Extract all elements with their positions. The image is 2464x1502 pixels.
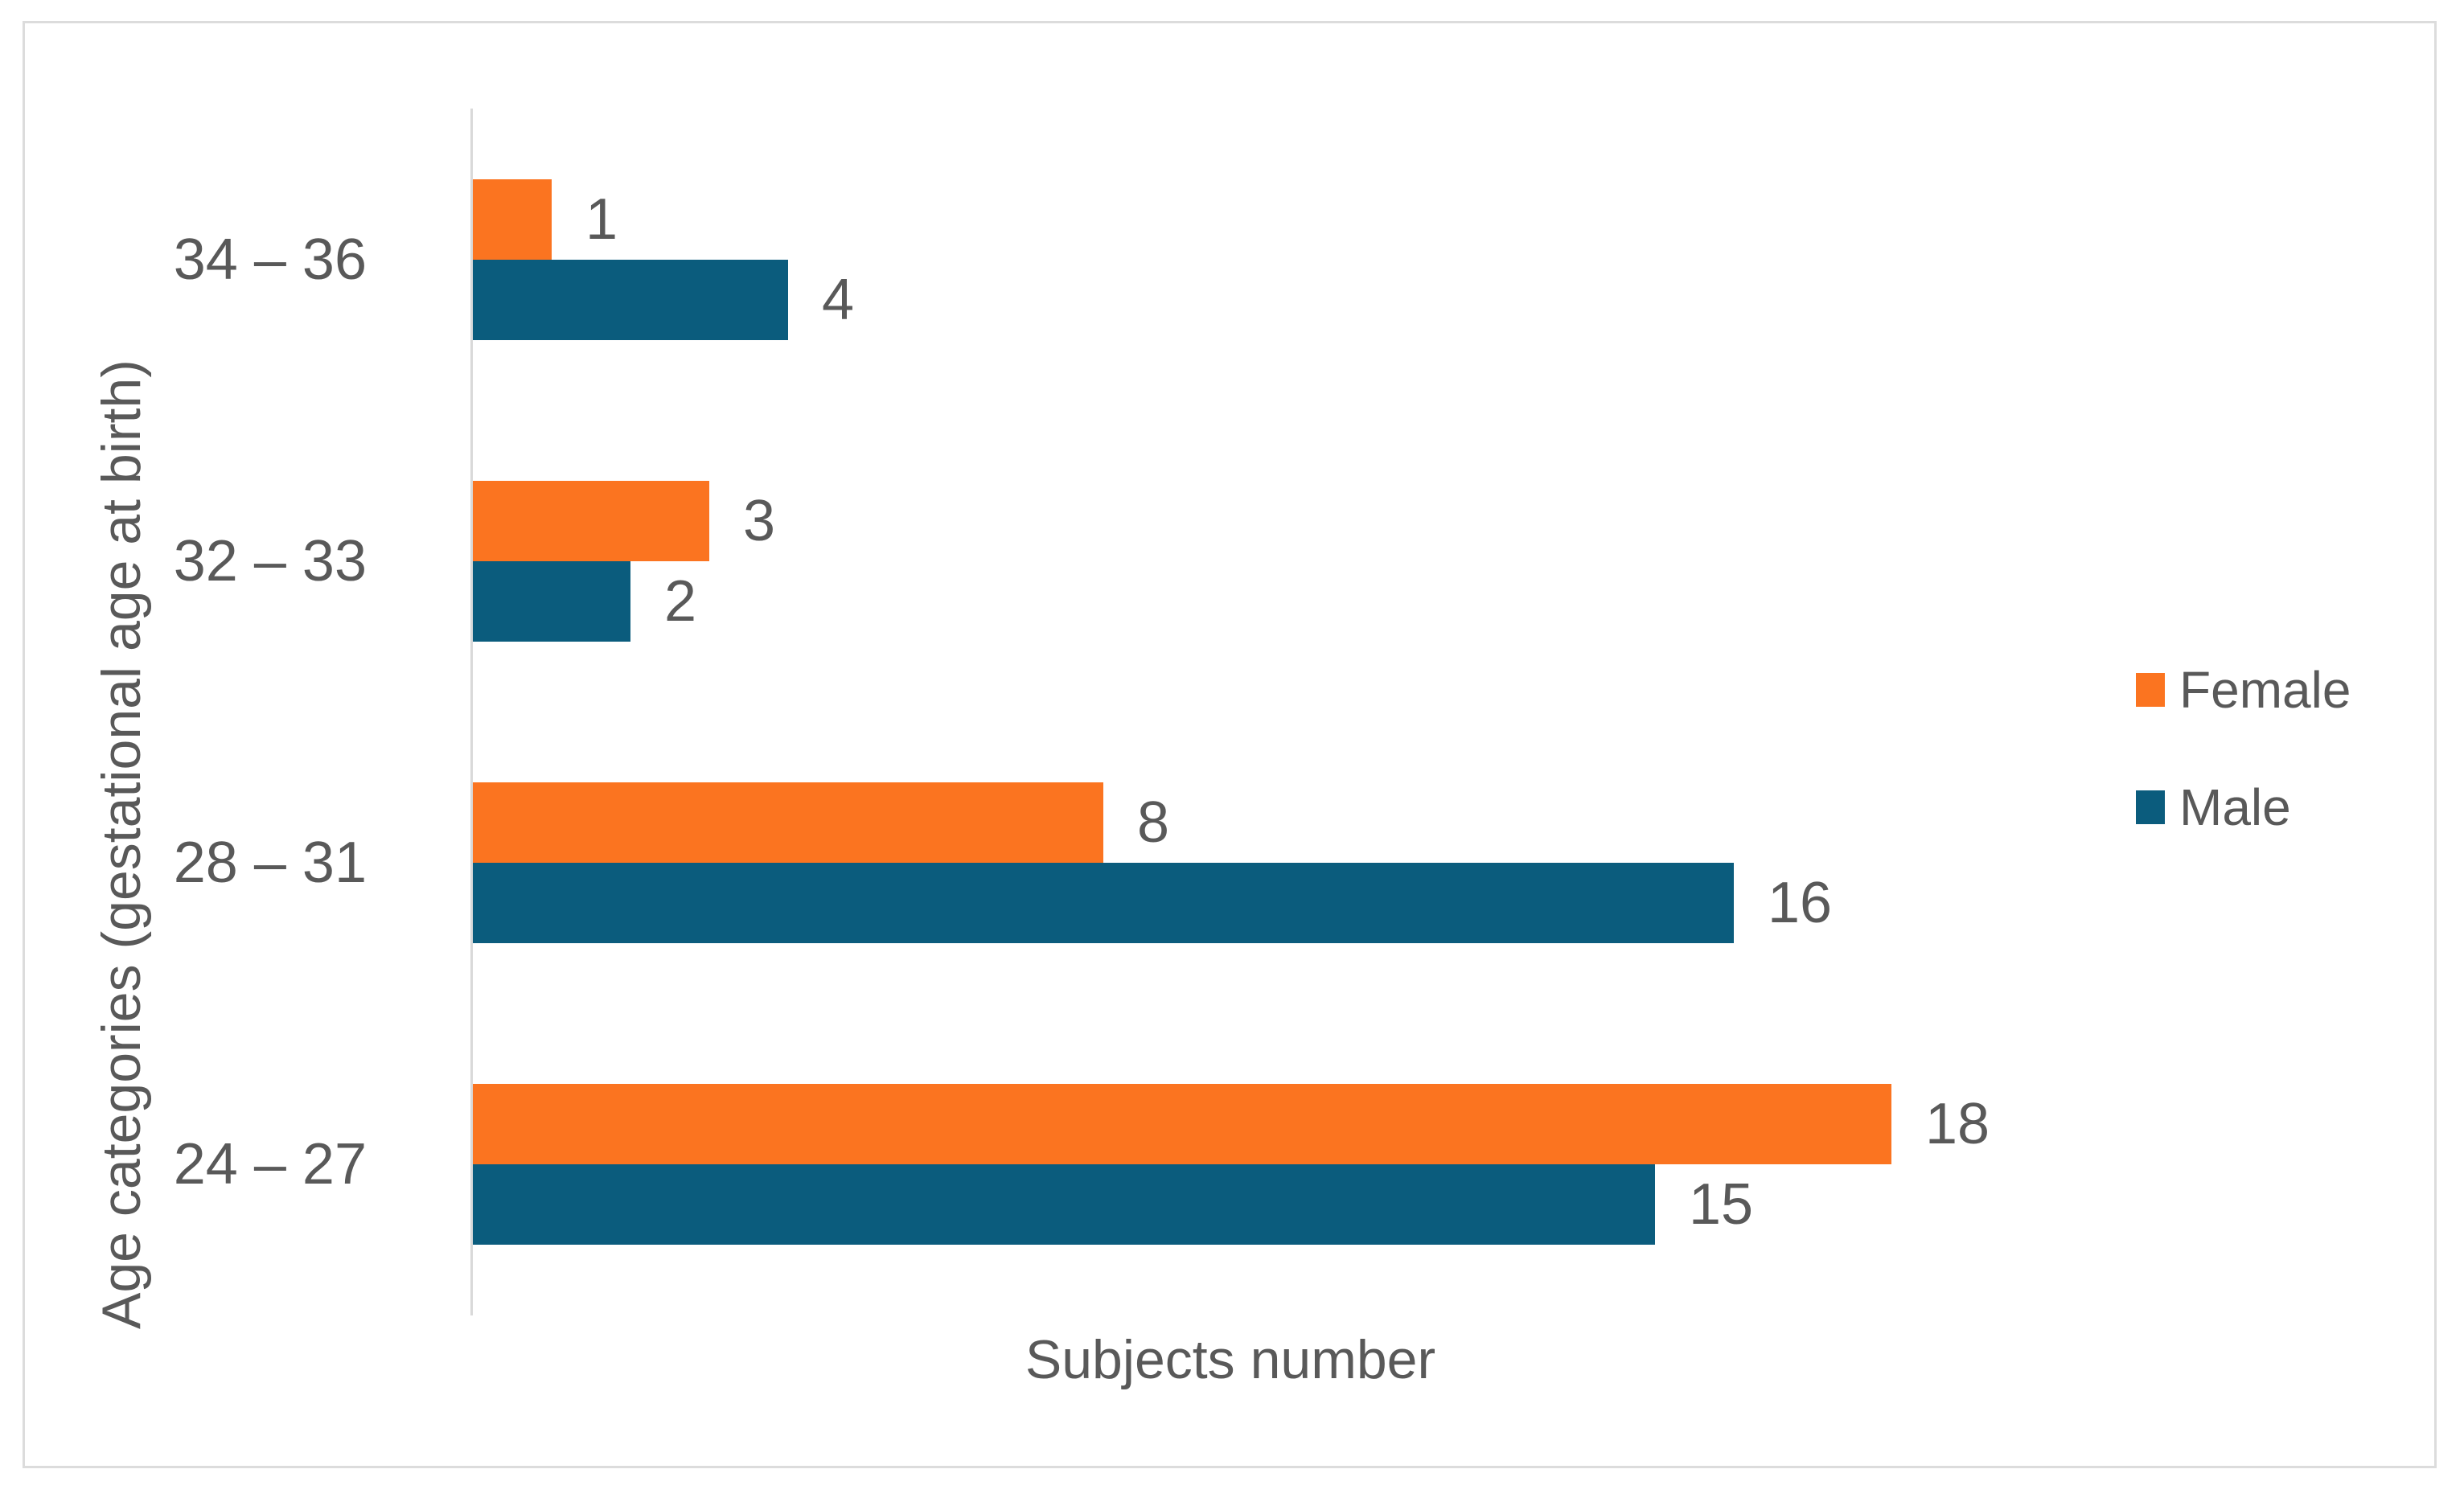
- bar-female: [473, 1084, 1891, 1165]
- legend: Female Male: [2136, 664, 2351, 833]
- x-axis-title: Subjects number: [1025, 1329, 1436, 1390]
- legend-label-female: Female: [2179, 661, 2351, 719]
- bar-value-label: 2: [664, 568, 697, 634]
- bar-female: [473, 782, 1103, 864]
- legend-swatch-female: [2136, 673, 2165, 707]
- bar-group: 18 15: [473, 1014, 2138, 1315]
- bar-row-male: 16: [473, 863, 2138, 944]
- bar-value-label: 18: [1925, 1092, 1990, 1157]
- bar-row-female: 1: [473, 179, 2138, 260]
- bar-row-female: 18: [473, 1084, 2138, 1165]
- bar-value-label: 1: [585, 187, 618, 252]
- bar-male: [473, 863, 1734, 944]
- bar-male: [473, 560, 630, 642]
- bar-female: [473, 179, 552, 260]
- bar-male: [473, 1164, 1655, 1246]
- bar-group: 8 16: [473, 712, 2138, 1014]
- category-label: 34 – 36: [173, 227, 367, 292]
- bar-female: [473, 480, 709, 561]
- legend-label-male: Male: [2179, 778, 2291, 836]
- bar-row-male: 15: [473, 1164, 2138, 1246]
- bar-row-female: 3: [473, 480, 2138, 561]
- bar-row-male: 4: [473, 259, 2138, 340]
- bar-value-label: 4: [822, 267, 855, 332]
- legend-swatch-male: [2136, 790, 2165, 824]
- legend-item-female: Female: [2136, 664, 2351, 716]
- category-label: 32 – 33: [173, 528, 367, 593]
- bar-value-label: 8: [1137, 790, 1170, 856]
- bar-row-male: 2: [473, 560, 2138, 642]
- bar-row-female: 8: [473, 782, 2138, 864]
- bar-value-label: 15: [1689, 1172, 1754, 1237]
- bar-value-label: 16: [1768, 871, 1833, 936]
- plot-area: 34 – 36 1 4 32 – 33 3 2 28 – 31 8 16 24 – 27 18 15: [174, 109, 2138, 1315]
- legend-item-male: Male: [2136, 782, 2351, 833]
- bar-male: [473, 259, 788, 340]
- category-label: 24 – 27: [173, 1132, 367, 1197]
- bar-value-label: 3: [743, 488, 776, 553]
- category-label: 28 – 31: [173, 831, 367, 896]
